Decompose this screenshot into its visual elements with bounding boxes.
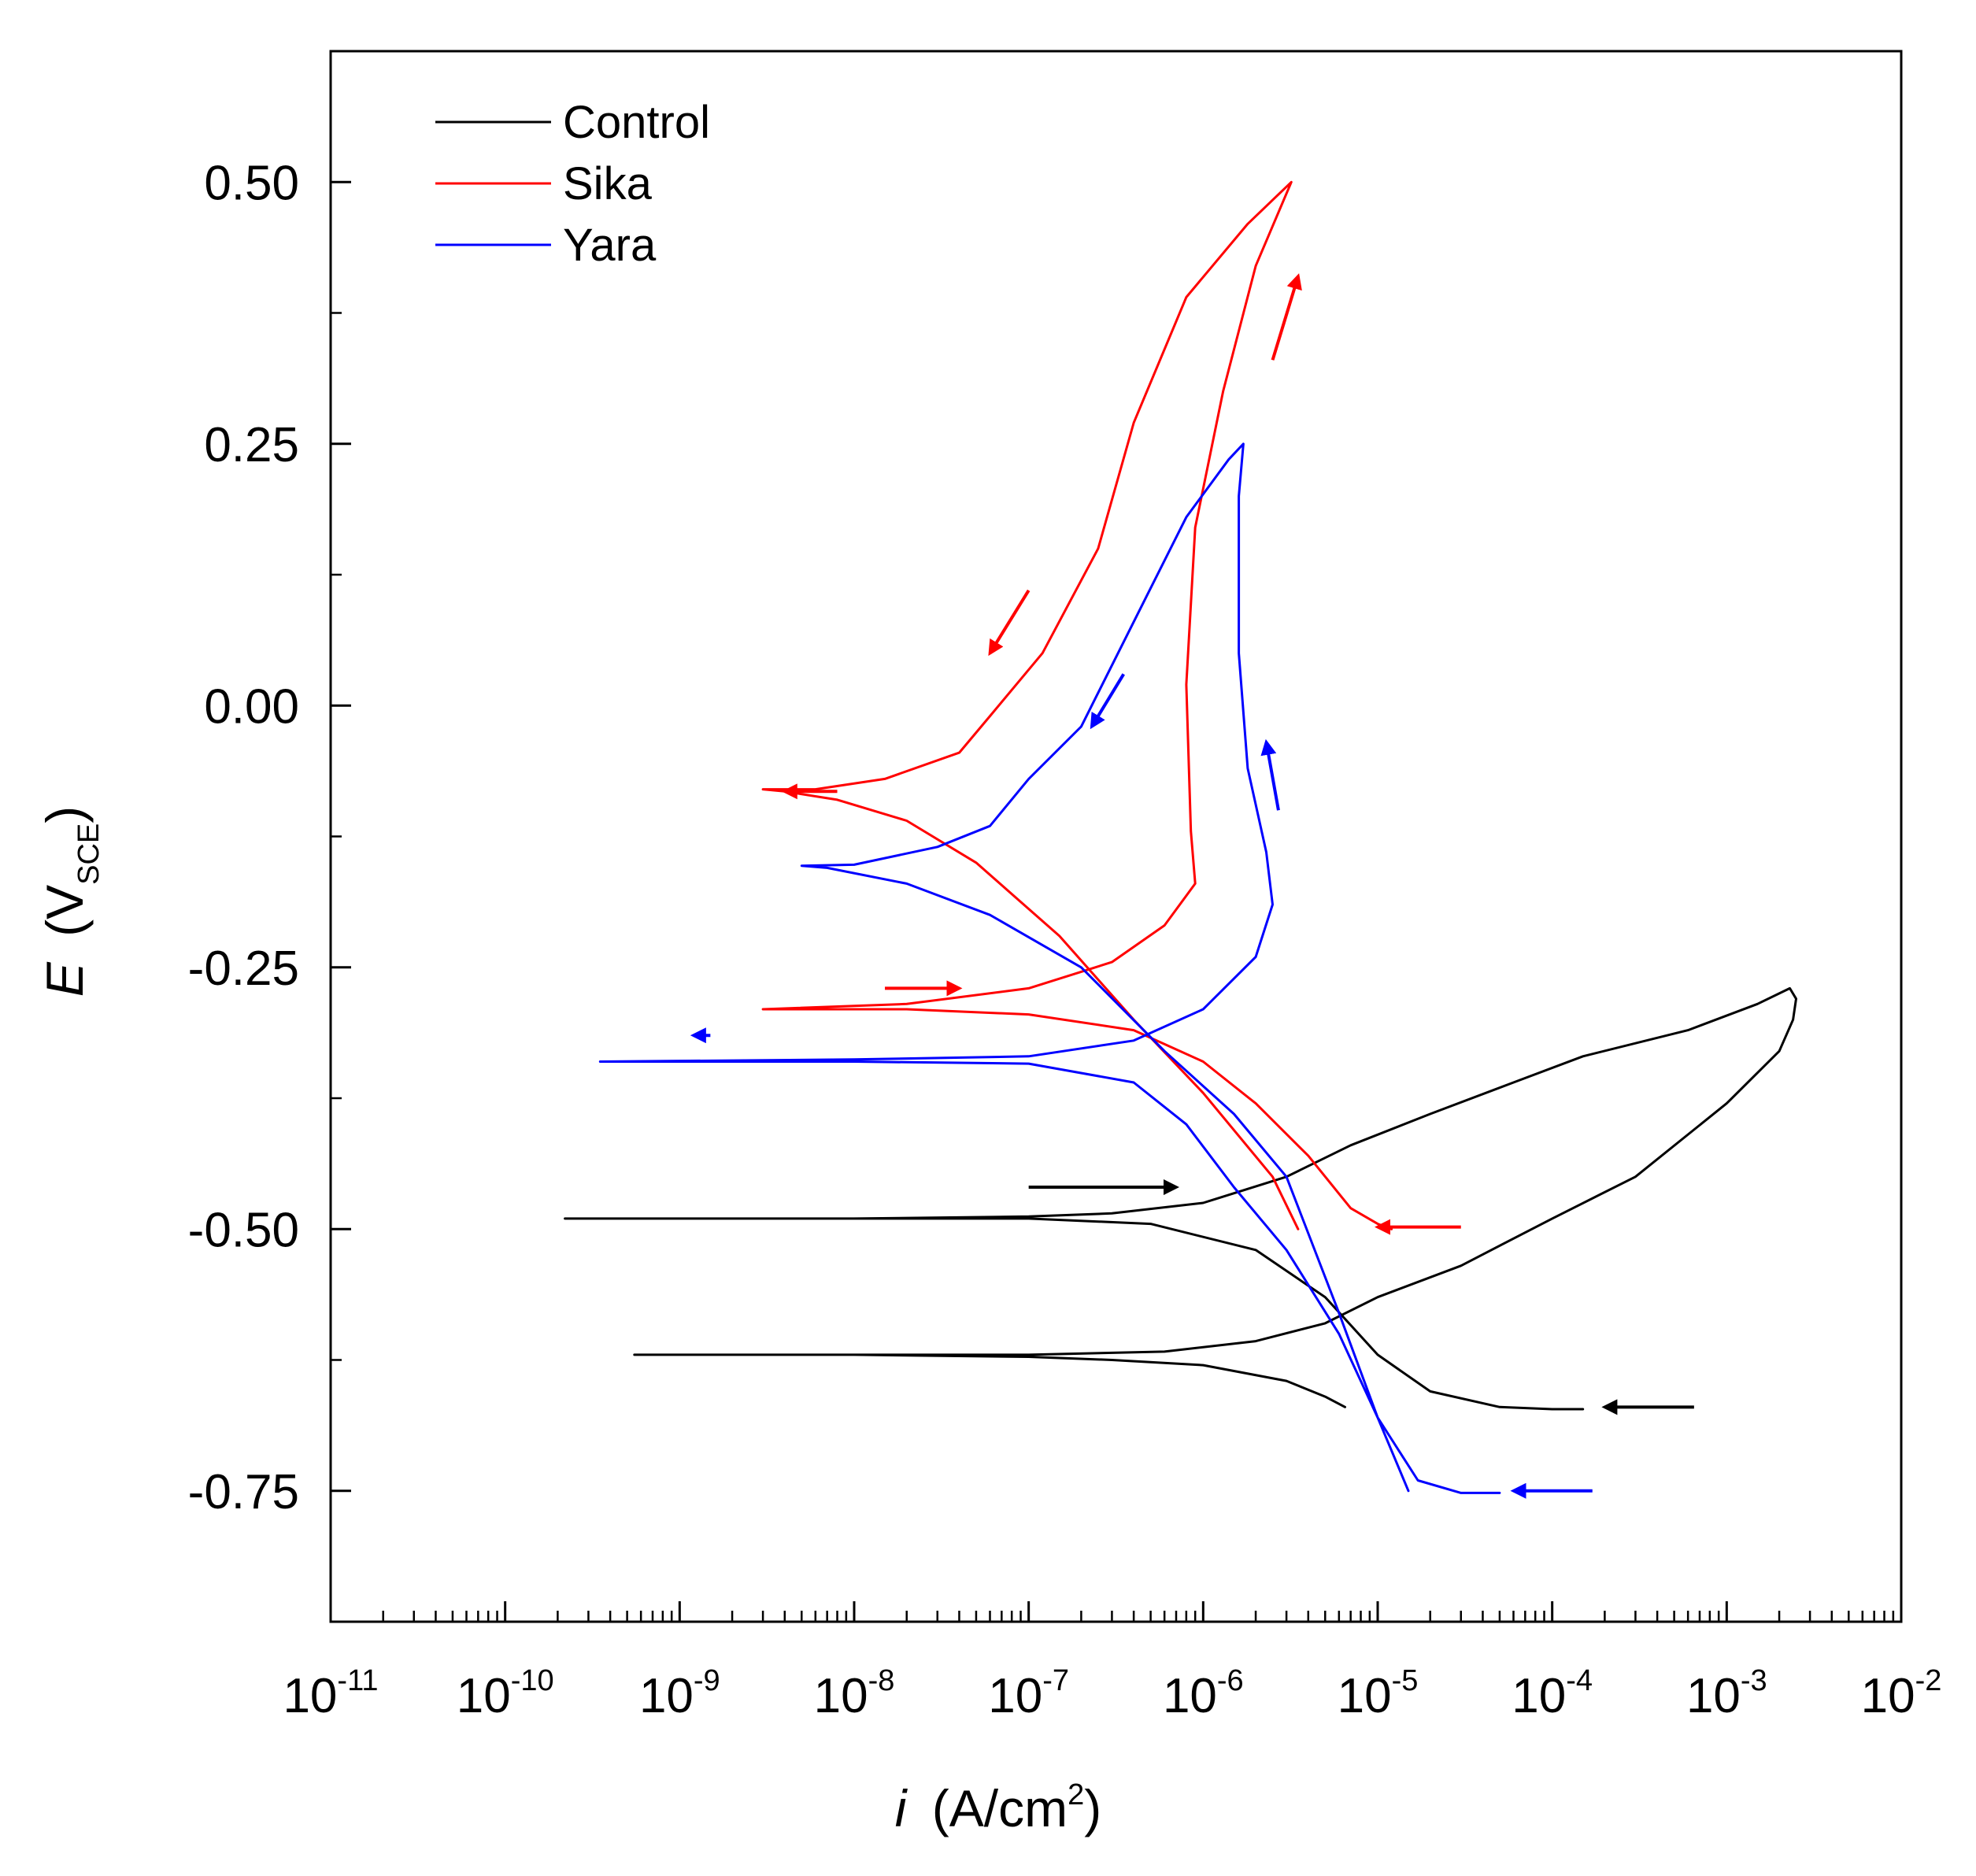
y-tick-label: -0.50 (188, 1203, 299, 1257)
x-tick-exp: -3 (1741, 1664, 1767, 1697)
y-axis-symbol: E (35, 961, 94, 997)
legend: Control Sika Yara (435, 97, 710, 271)
x-tick-base: 10 (1512, 1669, 1566, 1723)
arrow-layer (690, 273, 1694, 1499)
x-tick-exp: -4 (1566, 1664, 1593, 1697)
x-tick-base: 10 (1686, 1669, 1741, 1723)
y-tick-label: 0.00 (204, 679, 299, 734)
x-tick-base: 10 (814, 1669, 868, 1723)
x-axis-unit-close: ) (1084, 1779, 1101, 1837)
y-axis: 0.50 0.25 0.00 -0.25 -0.50 -0.75 (188, 156, 351, 1519)
y-axis-unit-sub: SCE (72, 823, 105, 885)
x-axis: 10-11 10-10 10-9 10-8 10-7 10-6 10-5 10-4 10-3 10… (283, 1601, 1941, 1723)
x-tick-exp: -5 (1392, 1664, 1419, 1697)
x-tick-base: 10 (1861, 1669, 1915, 1723)
legend-label-yara: Yara (563, 220, 657, 271)
legend-label-sika: Sika (563, 158, 653, 209)
plot-frame (329, 50, 1903, 1623)
x-tick-label: 10-4 (1512, 1664, 1593, 1723)
y-tick-label: 0.25 (204, 418, 299, 472)
legend-label-control: Control (563, 97, 710, 148)
series-yara-line (598, 442, 1501, 1494)
x-tick-label: 10-7 (988, 1664, 1069, 1723)
y-tick-label: -0.75 (188, 1465, 299, 1519)
x-axis-unit-exp: 2 (1068, 1778, 1084, 1811)
x-tick-base: 10 (283, 1669, 337, 1723)
x-tick-label: 10-9 (639, 1664, 720, 1723)
x-tick-label: 10-5 (1338, 1664, 1419, 1723)
x-tick-base: 10 (639, 1669, 694, 1723)
x-tick-label: 10-8 (814, 1664, 895, 1723)
y-axis-title: E (VSCE) (35, 806, 105, 997)
x-tick-label: 10-6 (1163, 1664, 1244, 1723)
x-tick-exp: -7 (1042, 1664, 1069, 1697)
x-tick-label: 10-3 (1686, 1664, 1767, 1723)
series-layer (564, 180, 1797, 1494)
x-axis-symbol: i (895, 1779, 908, 1837)
x-axis-title: i (A/cm2) (895, 1778, 1101, 1837)
x-tick-exp: -9 (694, 1664, 720, 1697)
x-tick-exp: -8 (868, 1664, 895, 1697)
x-tick-base: 10 (1163, 1669, 1217, 1723)
y-axis-unit-close: ) (35, 806, 94, 823)
x-tick-label: 10-2 (1861, 1664, 1942, 1723)
series-control-line (564, 986, 1797, 1411)
y-tick-label: -0.25 (188, 942, 299, 996)
y-axis-unit: (V (35, 885, 94, 937)
x-tick-exp: -10 (511, 1664, 554, 1697)
x-tick-label: 10-10 (457, 1664, 554, 1723)
x-tick-exp: -11 (337, 1664, 378, 1697)
direction-arrow-sika (988, 589, 1031, 657)
direction-arrow-sika (1271, 273, 1302, 361)
x-tick-base: 10 (1338, 1669, 1392, 1723)
x-axis-unit: (A/cm (932, 1779, 1068, 1837)
x-tick-base: 10 (988, 1669, 1042, 1723)
x-tick-exp: -2 (1915, 1664, 1942, 1697)
x-tick-exp: -6 (1217, 1664, 1244, 1697)
y-tick-label: 0.50 (204, 156, 299, 210)
direction-arrow-yara (1090, 673, 1125, 730)
x-tick-base: 10 (457, 1669, 511, 1723)
x-tick-label: 10-11 (283, 1664, 378, 1723)
direction-arrow-yara (1260, 738, 1280, 811)
series-sika-line (761, 180, 1393, 1230)
